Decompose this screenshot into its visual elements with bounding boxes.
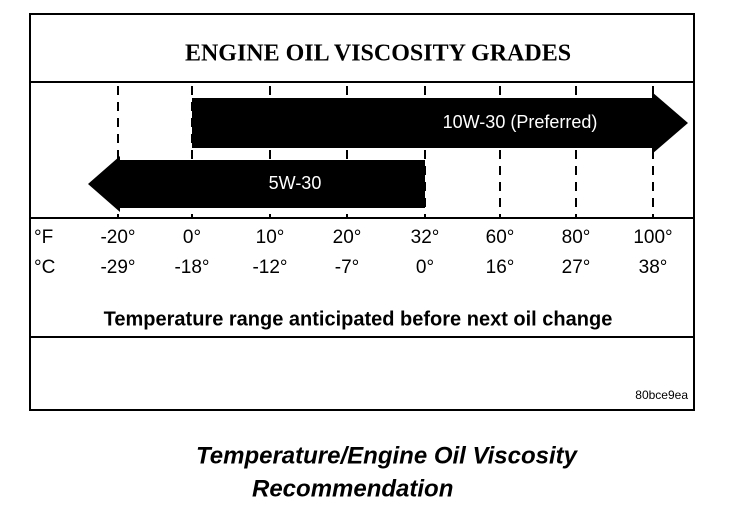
celsius-label: -29° xyxy=(100,257,135,278)
celsius-label: -12° xyxy=(252,257,287,278)
figure-code: 80bce9ea xyxy=(635,388,688,402)
celsius-label: 27° xyxy=(562,257,591,278)
fahrenheit-label: 20° xyxy=(333,227,362,248)
fahrenheit-label: 0° xyxy=(183,227,201,248)
celsius-label: 38° xyxy=(639,257,668,278)
celsius-label: -18° xyxy=(174,257,209,278)
unit-label: °F xyxy=(34,227,53,248)
range-caption: Temperature range anticipated before nex… xyxy=(104,308,613,330)
unit-label: °C xyxy=(34,257,55,278)
celsius-label: 16° xyxy=(486,257,515,278)
frame xyxy=(29,13,695,411)
arrow-5w30 xyxy=(88,156,425,212)
celsius-label: -7° xyxy=(335,257,360,278)
fahrenheit-label: 10° xyxy=(256,227,285,248)
fahrenheit-label: 32° xyxy=(411,227,440,248)
fahrenheit-label: 60° xyxy=(486,227,515,248)
fahrenheit-label: 80° xyxy=(562,227,591,248)
figure-caption: Recommendation xyxy=(252,475,453,502)
title: ENGINE OIL VISCOSITY GRADES xyxy=(185,41,571,67)
celsius-label: 0° xyxy=(416,257,434,278)
arrow-10w30 xyxy=(192,92,688,154)
fahrenheit-label: -20° xyxy=(100,227,135,248)
figure-caption: Temperature/Engine Oil Viscosity xyxy=(196,442,579,469)
grade-label: 5W-30 xyxy=(269,173,322,193)
scale-labels: -20° -29° 0° -18° 10° -12° 20° -7° 32° 0° 60° 16° 80… xyxy=(100,227,672,278)
fahrenheit-label: 100° xyxy=(633,227,672,248)
grade-label: 10W-30 (Preferred) xyxy=(443,112,598,132)
